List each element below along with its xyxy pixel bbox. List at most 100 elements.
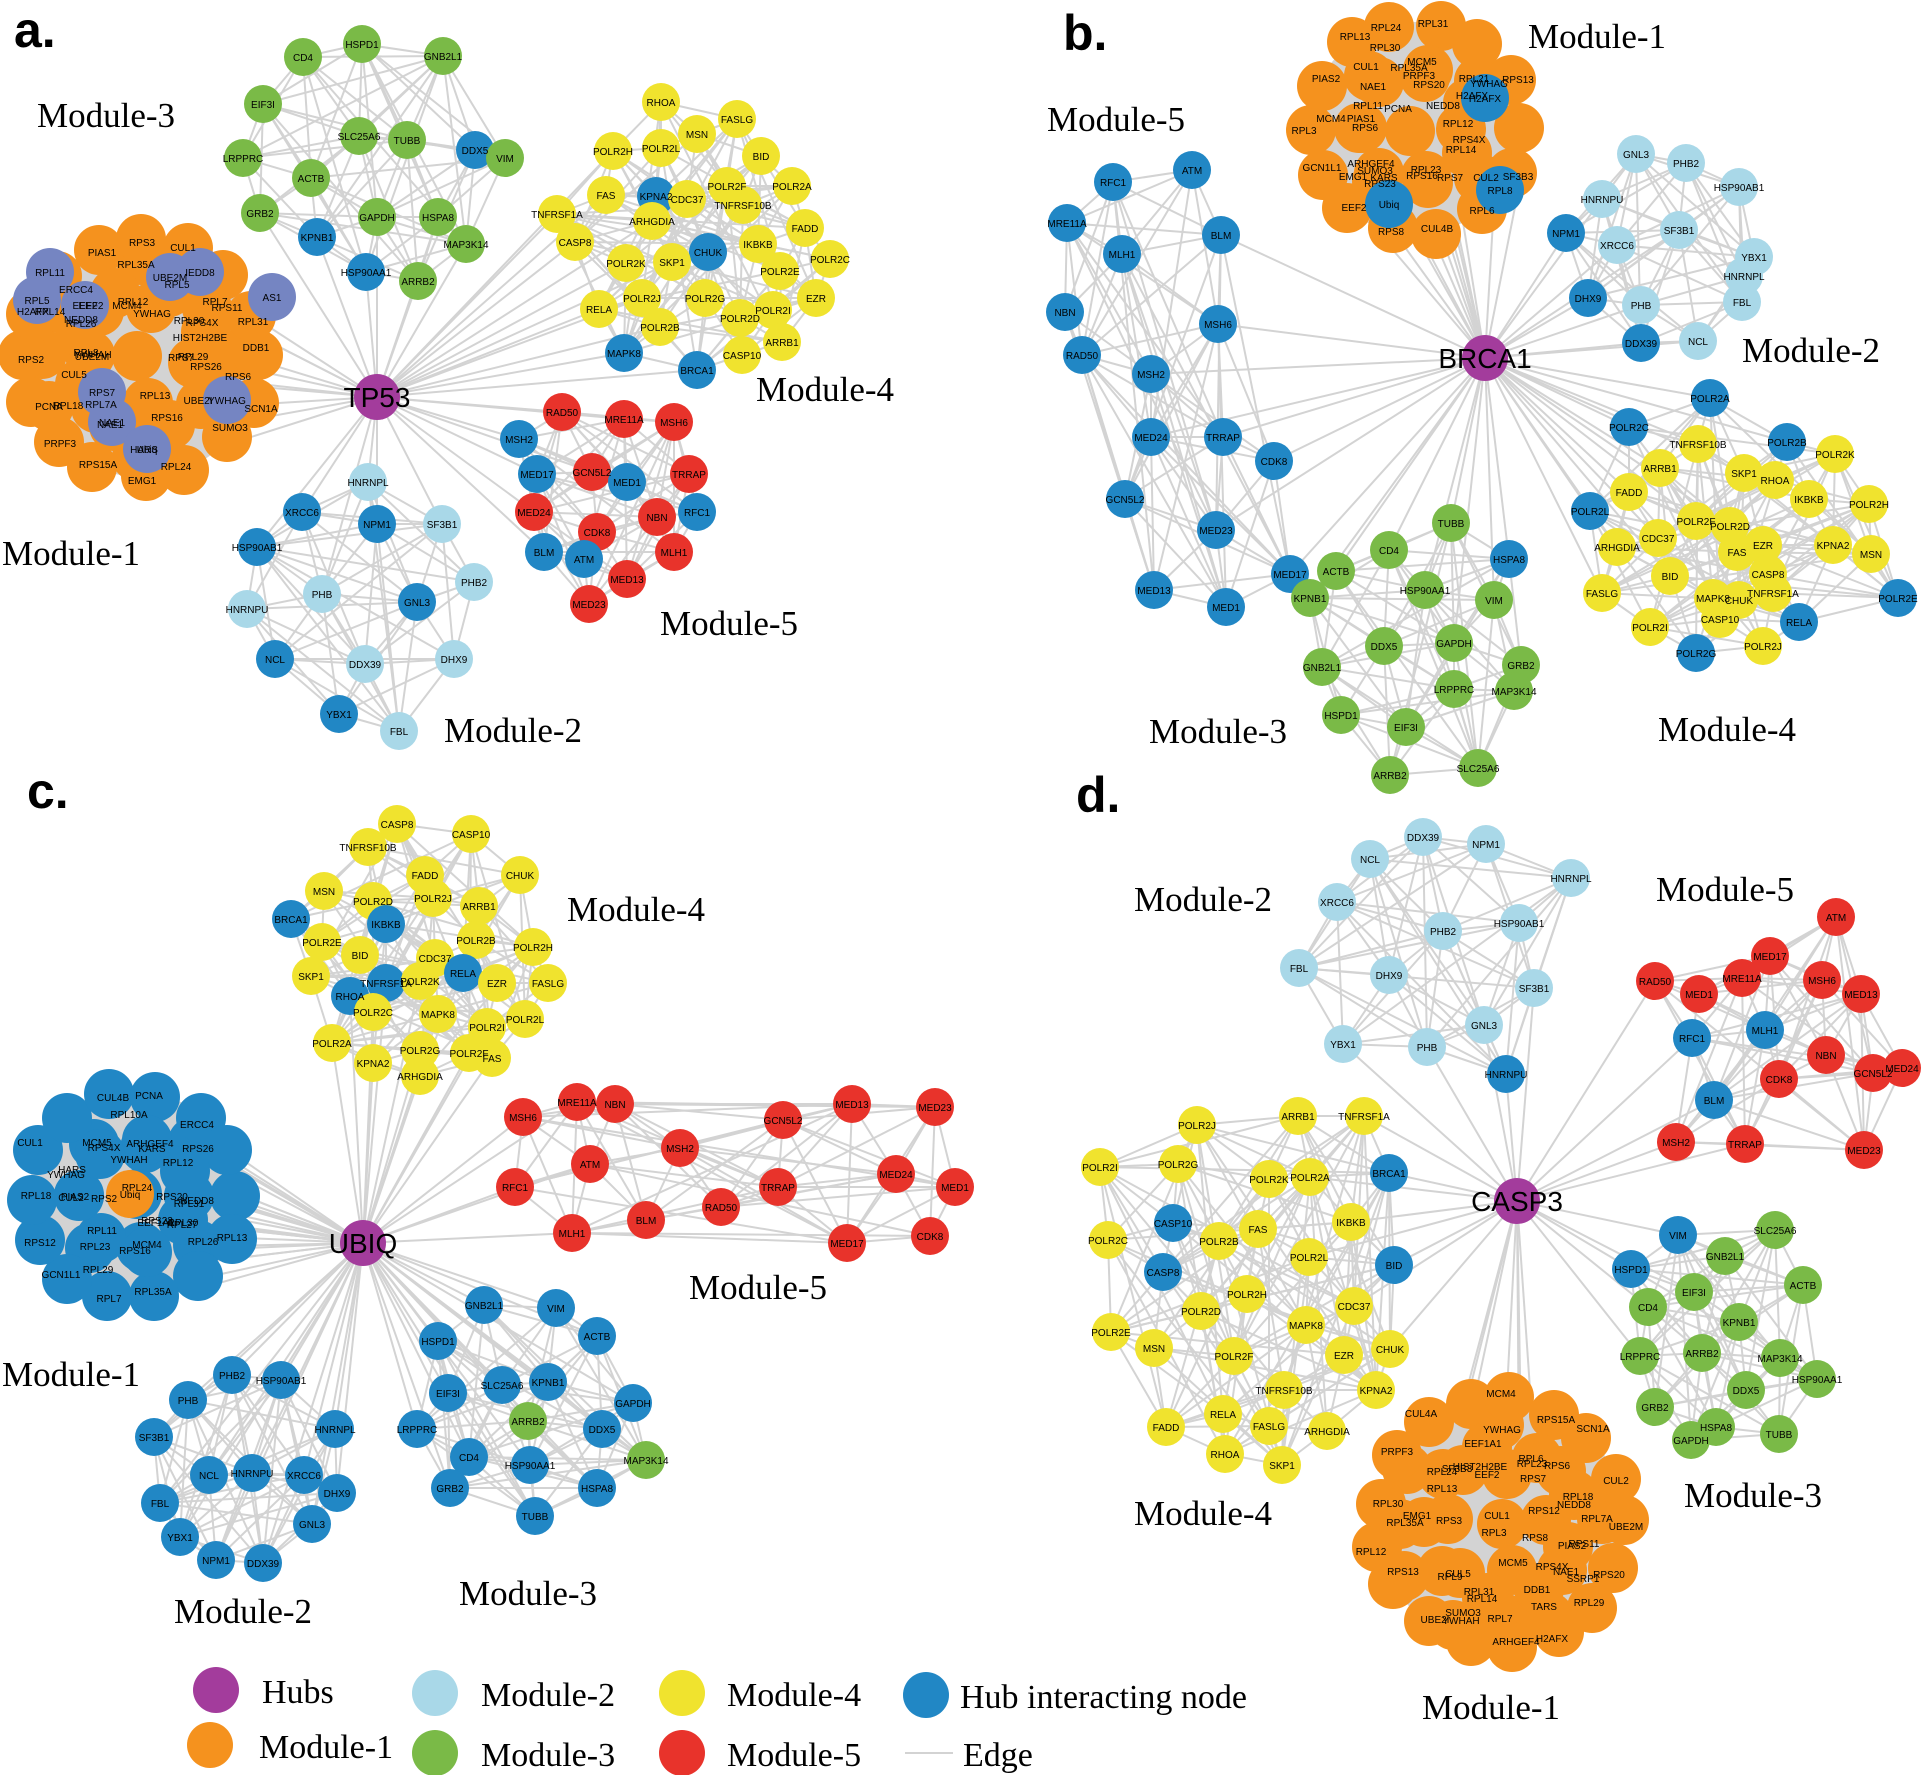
svg-text:RPL21: RPL21 xyxy=(1459,74,1490,85)
svg-text:NAE1: NAE1 xyxy=(1553,1567,1580,1578)
svg-text:RPS20: RPS20 xyxy=(1593,1570,1625,1581)
svg-text:BLM: BLM xyxy=(1704,1096,1725,1107)
svg-text:POLR2J: POLR2J xyxy=(1744,642,1782,653)
svg-text:MAPK8: MAPK8 xyxy=(421,1010,455,1021)
svg-text:HSP90AA1: HSP90AA1 xyxy=(1792,1375,1843,1386)
svg-text:EIF3I: EIF3I xyxy=(251,100,275,111)
svg-text:YWHAG: YWHAG xyxy=(208,396,246,407)
svg-text:RPL7A: RPL7A xyxy=(1581,1514,1613,1525)
svg-text:HSPD1: HSPD1 xyxy=(345,40,379,51)
svg-text:ARHGEF4: ARHGEF4 xyxy=(1492,1637,1540,1648)
svg-text:HNRNPU: HNRNPU xyxy=(1485,1070,1528,1081)
svg-text:FAS: FAS xyxy=(597,191,616,202)
svg-text:CASP8: CASP8 xyxy=(1752,570,1785,581)
svg-text:CD4: CD4 xyxy=(459,1453,479,1464)
svg-text:RPL12: RPL12 xyxy=(163,1158,194,1169)
svg-text:SLC25A6: SLC25A6 xyxy=(1457,764,1500,775)
svg-text:RHOA: RHOA xyxy=(647,98,676,109)
svg-text:Module-3: Module-3 xyxy=(481,1737,615,1774)
svg-text:RFC1: RFC1 xyxy=(502,1183,529,1194)
svg-text:DDX39: DDX39 xyxy=(1407,833,1440,844)
svg-text:POLR2F: POLR2F xyxy=(1215,1352,1254,1363)
svg-text:BRCA1: BRCA1 xyxy=(680,366,714,377)
svg-text:RPS20: RPS20 xyxy=(156,1192,188,1203)
svg-text:GCN1L1: GCN1L1 xyxy=(1303,163,1342,174)
svg-text:FADD: FADD xyxy=(1153,1423,1180,1434)
svg-text:CDK8: CDK8 xyxy=(1766,1075,1793,1086)
svg-text:POLR2L: POLR2L xyxy=(1571,507,1610,518)
svg-text:MED24: MED24 xyxy=(879,1170,913,1181)
svg-text:POLR2B: POLR2B xyxy=(640,323,680,334)
svg-text:HSPA8: HSPA8 xyxy=(581,1484,613,1495)
svg-text:KARS: KARS xyxy=(1370,173,1398,184)
svg-text:c.: c. xyxy=(27,763,69,819)
svg-text:MSH2: MSH2 xyxy=(1662,1138,1690,1149)
svg-text:RPL24: RPL24 xyxy=(1371,23,1402,34)
svg-text:XRCC6: XRCC6 xyxy=(1320,898,1354,909)
svg-text:DDX5: DDX5 xyxy=(462,146,489,157)
svg-text:CDC37: CDC37 xyxy=(1642,534,1675,545)
svg-text:YBX1: YBX1 xyxy=(167,1533,193,1544)
svg-text:ATM: ATM xyxy=(580,1160,600,1171)
svg-text:CDK8: CDK8 xyxy=(917,1232,944,1243)
svg-text:RPL30: RPL30 xyxy=(1373,1499,1404,1510)
svg-text:FBL: FBL xyxy=(390,727,409,738)
svg-text:GNB2L1: GNB2L1 xyxy=(1303,663,1342,674)
svg-text:NAE1: NAE1 xyxy=(1360,82,1387,93)
svg-text:NEDD8: NEDD8 xyxy=(1557,1500,1591,1511)
svg-text:MSH6: MSH6 xyxy=(509,1113,537,1124)
svg-text:YWHAG: YWHAG xyxy=(1470,79,1508,90)
svg-text:RAD50: RAD50 xyxy=(1639,977,1672,988)
svg-text:MED17: MED17 xyxy=(1753,952,1787,963)
svg-text:POLR2H: POLR2H xyxy=(513,943,553,954)
svg-text:MCM4: MCM4 xyxy=(132,1240,162,1251)
svg-text:FAS: FAS xyxy=(1249,1225,1268,1236)
svg-text:RPL18: RPL18 xyxy=(21,1191,52,1202)
svg-text:MSH2: MSH2 xyxy=(505,435,533,446)
svg-text:TRRAP: TRRAP xyxy=(672,470,706,481)
svg-text:RPS16: RPS16 xyxy=(119,1246,151,1257)
svg-text:HSPA8: HSPA8 xyxy=(1700,1423,1732,1434)
svg-text:ARHGDIA: ARHGDIA xyxy=(1594,543,1640,554)
svg-text:RPL14: RPL14 xyxy=(1467,1594,1498,1605)
svg-text:RPL13: RPL13 xyxy=(1340,32,1371,43)
svg-text:HNRNPU: HNRNPU xyxy=(231,1469,274,1480)
svg-text:RPS6: RPS6 xyxy=(225,372,252,383)
svg-text:CUL4B: CUL4B xyxy=(97,1093,130,1104)
svg-text:CASP10: CASP10 xyxy=(452,830,491,841)
svg-text:FBL: FBL xyxy=(1733,298,1752,309)
svg-text:Ubiq: Ubiq xyxy=(120,1190,141,1201)
svg-text:YWHAH: YWHAH xyxy=(1442,1616,1479,1627)
svg-text:RPL11: RPL11 xyxy=(35,268,65,279)
svg-text:NEDD8: NEDD8 xyxy=(64,315,98,326)
svg-text:RPL12: RPL12 xyxy=(1356,1547,1387,1558)
svg-text:Edge: Edge xyxy=(963,1737,1033,1774)
svg-text:RPS13: RPS13 xyxy=(1387,1567,1419,1578)
svg-text:ARHGDIA: ARHGDIA xyxy=(629,217,675,228)
svg-text:POLR2E: POLR2E xyxy=(1878,594,1918,605)
svg-text:RPS6: RPS6 xyxy=(1352,123,1379,134)
svg-text:GCN5L2: GCN5L2 xyxy=(573,468,612,479)
svg-text:LRPPRC: LRPPRC xyxy=(1620,1352,1661,1363)
svg-text:KPNB1: KPNB1 xyxy=(1294,594,1327,605)
svg-text:NEDD8: NEDD8 xyxy=(1426,101,1460,112)
svg-text:RPS8: RPS8 xyxy=(1378,227,1405,238)
svg-text:POLR2C: POLR2C xyxy=(1609,423,1649,434)
svg-text:RHOA: RHOA xyxy=(1211,1450,1240,1461)
svg-text:POLR2L: POLR2L xyxy=(1290,1253,1329,1264)
svg-text:RPL13: RPL13 xyxy=(1427,1484,1458,1495)
svg-text:RFC1: RFC1 xyxy=(684,508,711,519)
svg-text:KPNA2: KPNA2 xyxy=(640,192,673,203)
svg-text:RPL24: RPL24 xyxy=(122,1183,153,1194)
svg-text:EMG1: EMG1 xyxy=(1403,1511,1432,1522)
svg-text:TRRAP: TRRAP xyxy=(1728,1140,1762,1151)
svg-text:POLR2B: POLR2B xyxy=(1767,438,1807,449)
svg-text:FASLG: FASLG xyxy=(721,115,753,126)
svg-text:RPL5: RPL5 xyxy=(164,280,189,291)
svg-text:EZR: EZR xyxy=(1334,1351,1354,1362)
svg-text:MSH2: MSH2 xyxy=(1137,370,1165,381)
svg-text:POLR2A: POLR2A xyxy=(1690,394,1730,405)
svg-text:CASP3: CASP3 xyxy=(1471,1186,1563,1217)
svg-text:ARRB1: ARRB1 xyxy=(1643,464,1677,475)
svg-text:VIM: VIM xyxy=(496,154,514,165)
